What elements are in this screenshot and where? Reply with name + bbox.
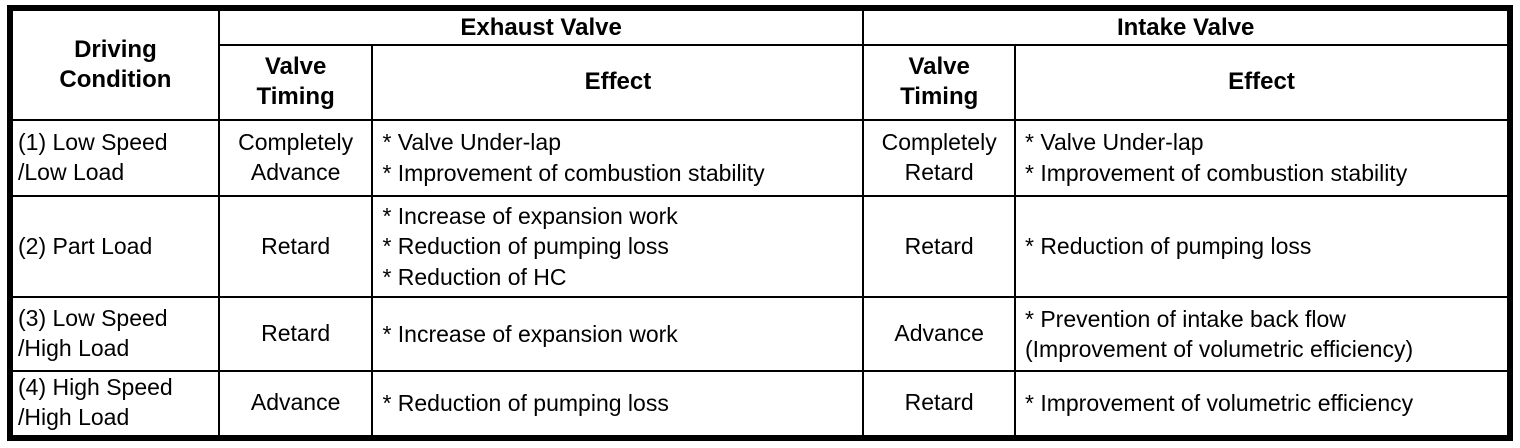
table-row: (1) Low Speed /Low Load Completely Advan… xyxy=(9,118,1512,197)
header-row-groups: Driving Condition Exhaust Valve Intake V… xyxy=(9,6,1511,121)
exhaust-effect-cell: * Increase of expansion work * Reduction… xyxy=(371,194,865,299)
intake-effect-cell: * Reduction of pumping loss xyxy=(1013,194,1512,299)
intake-effect-cell: * Prevention of intake back flow (Improv… xyxy=(1013,296,1512,372)
header-intake-valve: Intake Valve xyxy=(862,6,1511,47)
header-intake-effect: Effect xyxy=(1013,44,1512,121)
table-row: (3) Low Speed /High Load Retard * Increa… xyxy=(9,296,1512,372)
header-row-columns: Valve Timing Effect Valve Timing Effect xyxy=(10,44,1512,121)
exhaust-effect-cell: * Increase of expansion work xyxy=(371,296,865,372)
condition-cell: (3) Low Speed /High Load xyxy=(9,296,220,372)
header-driving-condition: Driving Condition xyxy=(9,7,220,121)
condition-cell: (2) Part Load xyxy=(9,194,220,299)
exhaust-timing-cell: Retard xyxy=(217,194,374,299)
intake-timing-cell: Completely Retard xyxy=(862,118,1016,197)
intake-timing-cell: Advance xyxy=(862,296,1016,372)
condition-cell: (1) Low Speed /Low Load xyxy=(9,118,220,197)
header-exhaust-effect: Effect xyxy=(371,44,865,121)
table-row: (4) High Speed /High Load Advance * Redu… xyxy=(9,369,1512,440)
intake-timing-cell: Retard xyxy=(862,194,1016,299)
header-exhaust-valve: Exhaust Valve xyxy=(217,6,865,47)
header-exhaust-valve-timing: Valve Timing xyxy=(217,44,374,121)
intake-effect-cell: * Valve Under-lap * Improvement of combu… xyxy=(1013,118,1512,197)
exhaust-effect-cell: * Valve Under-lap * Improvement of combu… xyxy=(371,118,865,197)
exhaust-effect-cell: * Reduction of pumping loss xyxy=(371,369,865,440)
header-intake-valve-timing: Valve Timing xyxy=(862,44,1016,121)
condition-cell: (4) High Speed /High Load xyxy=(9,369,220,440)
intake-timing-cell: Retard xyxy=(862,369,1016,440)
intake-effect-cell: * Improvement of volumetric efficiency xyxy=(1013,369,1512,440)
exhaust-timing-cell: Advance xyxy=(217,369,374,440)
valve-timing-table: Driving Condition Exhaust Valve Intake V… xyxy=(7,5,1513,441)
exhaust-timing-cell: Retard xyxy=(217,296,374,372)
table-row: (2) Part Load Retard * Increase of expan… xyxy=(9,194,1512,299)
exhaust-timing-cell: Completely Advance xyxy=(217,118,374,197)
